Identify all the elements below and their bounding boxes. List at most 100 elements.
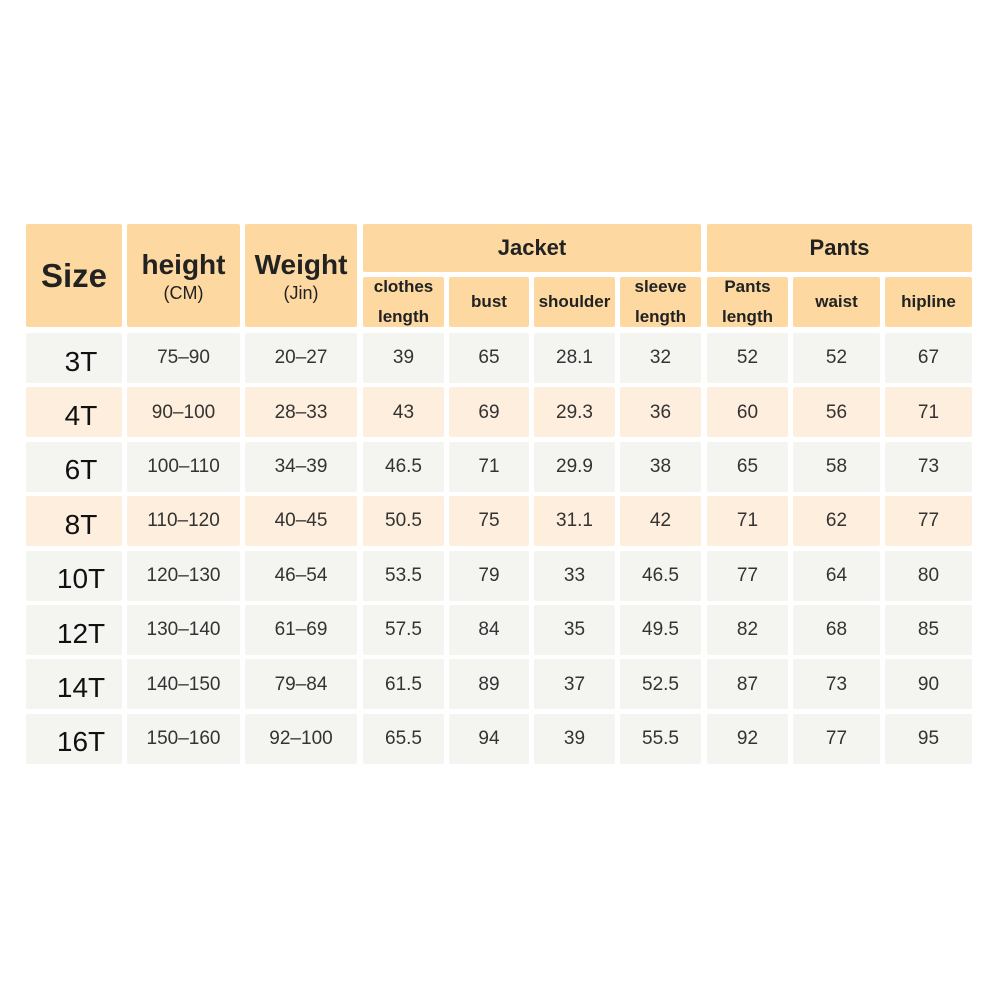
value-text: 150–160 [146, 727, 221, 749]
sub-header: shoulder [534, 277, 615, 327]
value-text: 75 [478, 510, 500, 532]
value-cell: 77 [793, 713, 880, 764]
value-cell: 90 [885, 659, 972, 710]
value-text: 140–150 [146, 673, 221, 695]
value-text: 43 [392, 401, 415, 423]
size-label: 12T [56, 617, 106, 649]
value-cell: 92 [707, 713, 788, 764]
value-cell: 89 [449, 659, 529, 710]
value-text: 95 [917, 727, 940, 749]
value-text: 52 [736, 347, 759, 369]
value-text: 55.5 [642, 727, 679, 749]
value-text: 65 [478, 347, 500, 369]
size-label: 8T [64, 508, 98, 540]
value-cell: 77 [707, 550, 788, 601]
value-cell: 100–110 [127, 441, 240, 492]
value-text: 62 [825, 510, 848, 532]
value-cell: 92–100 [245, 713, 357, 764]
value-cell: 87 [707, 659, 788, 710]
value-cell: 32 [620, 333, 701, 383]
size-label: 3T [64, 345, 98, 377]
value-text: 92 [736, 727, 759, 749]
value-cell: 29.9 [534, 441, 615, 492]
value-cell: 33 [534, 550, 615, 601]
size-cell: 14T [26, 659, 122, 710]
value-cell: 94 [449, 713, 529, 764]
value-text: 60 [736, 401, 759, 423]
size-cell: 3T [26, 333, 122, 383]
value-text: 100–110 [147, 455, 220, 477]
value-cell: 65 [449, 333, 529, 383]
value-text: 37 [563, 673, 586, 695]
sub-header-text: clothes [373, 277, 434, 297]
value-text: 40–45 [274, 510, 328, 532]
value-text: 32 [649, 347, 672, 369]
value-text: 20–27 [274, 347, 328, 369]
value-text: 58 [825, 455, 848, 477]
value-text: 61–69 [274, 619, 328, 641]
value-cell: 53.5 [363, 550, 444, 601]
value-cell: 46.5 [620, 550, 701, 601]
size-label: 16T [56, 726, 106, 758]
value-text: 67 [917, 347, 940, 369]
value-cell: 46–54 [245, 550, 357, 601]
value-text: 50.5 [385, 510, 422, 532]
value-cell: 84 [449, 605, 529, 655]
value-cell: 50.5 [363, 496, 444, 547]
value-text: 52.5 [642, 673, 679, 695]
value-cell: 85 [885, 605, 972, 655]
value-cell: 20–27 [245, 333, 357, 383]
value-cell: 71 [885, 387, 972, 438]
header-unit: (Jin) [283, 282, 319, 303]
value-cell: 39 [534, 713, 615, 764]
value-cell: 65 [707, 441, 788, 492]
value-text: 52 [825, 347, 848, 369]
value-cell: 37 [534, 659, 615, 710]
value-text: 65 [736, 455, 759, 477]
sub-header: bust [449, 277, 529, 327]
value-cell: 95 [885, 713, 972, 764]
value-text: 80 [917, 564, 940, 586]
value-text: 79 [478, 564, 500, 586]
value-cell: 39 [363, 333, 444, 383]
value-text: 46.5 [385, 455, 422, 477]
size-label: 14T [56, 671, 106, 703]
value-cell: 110–120 [127, 496, 240, 547]
value-text: 77 [917, 510, 940, 532]
value-text: 39 [392, 347, 415, 369]
value-text: 89 [478, 673, 500, 695]
size-cell: 8T [26, 496, 122, 547]
value-cell: 79 [449, 550, 529, 601]
value-cell: 56 [793, 387, 880, 438]
value-text: 36 [649, 401, 672, 423]
value-cell: 31.1 [534, 496, 615, 547]
value-cell: 65.5 [363, 713, 444, 764]
value-cell: 69 [449, 387, 529, 438]
value-cell: 67 [885, 333, 972, 383]
value-text: 110–120 [147, 510, 220, 532]
value-cell: 75 [449, 496, 529, 547]
value-cell: 34–39 [245, 441, 357, 492]
value-cell: 52 [707, 333, 788, 383]
value-text: 53.5 [385, 564, 422, 586]
value-cell: 35 [534, 605, 615, 655]
group-title: Pants [809, 235, 870, 261]
value-text: 31.1 [556, 510, 593, 532]
value-text: 28.1 [556, 347, 593, 369]
value-text: 130–140 [146, 619, 221, 641]
value-cell: 64 [793, 550, 880, 601]
header-unit: (CM) [163, 282, 204, 303]
group-header: Pants [707, 224, 972, 272]
sub-header-text: sleeve [634, 277, 687, 297]
sub-header-text: length [722, 307, 773, 326]
value-text: 77 [736, 564, 759, 586]
value-text: 29.3 [556, 401, 593, 423]
value-cell: 120–130 [127, 550, 240, 601]
height-header: height (CM) [127, 224, 240, 327]
value-cell: 71 [449, 441, 529, 492]
value-cell: 38 [620, 441, 701, 492]
value-text: 82 [736, 619, 759, 641]
header-text: height [141, 248, 226, 280]
value-text: 35 [563, 619, 586, 641]
